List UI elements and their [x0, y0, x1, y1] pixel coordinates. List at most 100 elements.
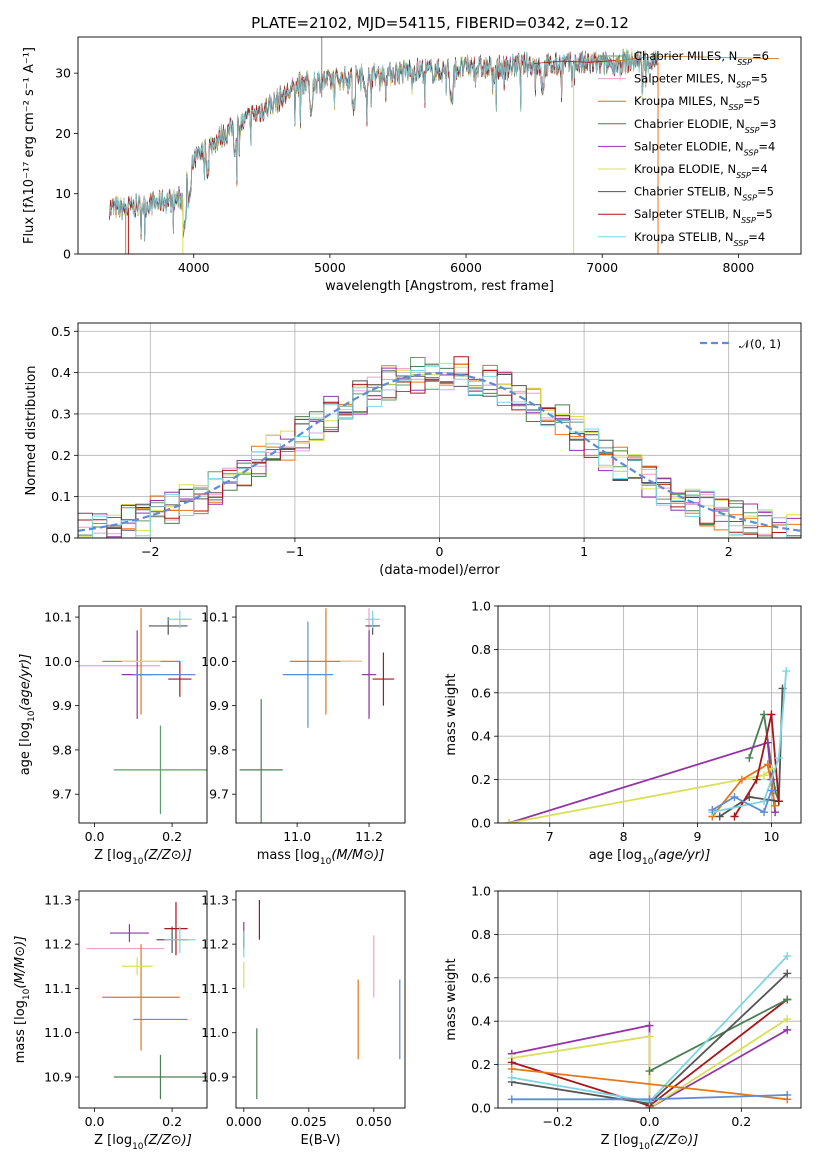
x-axis-label: wavelength [Angstrom, rest frame] [325, 279, 554, 294]
error-point [365, 610, 380, 629]
panel-4: 11.0 11.2 9.7 9.8 9.9 10.0 10.1 mass [log10(M/M… [201, 605, 406, 867]
y-tick-label: 9.9 [209, 698, 229, 713]
weight-marker [760, 797, 769, 806]
x-axis-label: Z [log10(Z/Z⊙)] [94, 1133, 192, 1152]
y-axis-label: mass weight [444, 958, 459, 1040]
y-tick-label: 0.0 [471, 816, 491, 831]
weight-line [511, 1068, 788, 1101]
x-tick-label: 1 [580, 544, 588, 559]
error-point [282, 621, 334, 728]
y-tick-label: 11.2 [201, 937, 229, 952]
x-axis-label: (data-model)/error [379, 563, 500, 578]
legend: Chabrier MILES, NSSP=6 Salpeter MILES, NS… [598, 49, 776, 247]
error-point [372, 652, 395, 706]
x-tick-label: 8000 [722, 260, 754, 275]
y-tick-label: 11.0 [44, 1025, 72, 1040]
weight-marker [507, 1073, 516, 1082]
x-axis-label: E(B-V) [300, 1133, 340, 1148]
x-tick-label: 0.000 [226, 1114, 262, 1129]
y-tick-label: 0.5 [51, 324, 71, 339]
plot-area [108, 37, 780, 254]
y-tick-label: 0 [63, 247, 71, 262]
weight-marker [783, 1090, 792, 1099]
y-tick-label: 10.0 [44, 654, 72, 669]
weight-line [712, 671, 788, 813]
panel-3: 0.0 0.2 9.7 9.8 9.9 10.0 10.1 Z [log10(Z/Z⊙)] ag… [18, 605, 208, 867]
y-tick-label: 9.7 [52, 787, 72, 802]
y-axis-label: mass [log10(M/M⊙)] [13, 936, 32, 1064]
y-tick-label: 9.8 [52, 742, 72, 757]
panel-7: 0.000 0.025 0.050 10.9 11.0 11.1 11.2 11.3 E(B-V… [201, 890, 406, 1148]
y-tick-label: 10 [55, 186, 71, 201]
normal-curve [78, 372, 801, 532]
x-tick-label: 4000 [178, 260, 210, 275]
y-tick-label: 30 [55, 66, 71, 81]
weight-marker [708, 805, 717, 814]
y-tick-label: 11.3 [44, 892, 72, 907]
panel-5: 7 8 9 10 0.0 0.2 0.4 0.6 0.8 1.0 mass weight age [l… [444, 599, 802, 867]
axes-frame [497, 605, 802, 824]
x-tick-label: 0.2 [162, 829, 182, 844]
x-tick-label: 9 [694, 829, 702, 844]
x-axis-label: Z [log10(Z/Z⊙)] [601, 1133, 699, 1152]
error-point [239, 699, 283, 823]
plot-area [243, 899, 401, 1100]
y-axis-label: age [log10(age/yr)] [18, 654, 37, 776]
y-tick-label: 11.1 [201, 981, 229, 996]
y-axis-label: Flux [fλ10⁻¹⁷ erg cm⁻² s⁻¹ A⁻¹] [22, 47, 37, 244]
axes-frame [77, 36, 802, 255]
weight-marker [645, 1067, 654, 1076]
error-point [148, 617, 188, 635]
x-tick-label: 0.0 [640, 1114, 660, 1129]
y-tick-label: 10.9 [201, 1070, 229, 1085]
error-point [110, 924, 149, 942]
weight-marker [752, 775, 761, 784]
x-tick-label: 5000 [314, 260, 346, 275]
y-tick-label: 0.0 [471, 1101, 491, 1116]
legend-label: Kroupa ELODIE, NSSP=4 [634, 162, 768, 180]
y-tick-label: 20 [55, 126, 71, 141]
error-point [168, 661, 192, 697]
x-tick-label: 6000 [450, 260, 482, 275]
y-tick-label: 11.0 [201, 1025, 229, 1040]
error-point [102, 944, 180, 1051]
x-tick-label: 10 [763, 829, 779, 844]
axes-frame [235, 605, 406, 824]
y-tick-label: 0.0 [51, 531, 71, 546]
weight-marker [783, 1025, 792, 1034]
weight-marker [507, 1064, 516, 1073]
plot-area [78, 356, 801, 538]
y-tick-label: 9.7 [209, 787, 229, 802]
error-point [164, 902, 188, 956]
legend-label: Chabrier STELIB, NSSP=5 [634, 185, 774, 203]
y-tick-label: 0.2 [471, 772, 491, 787]
x-tick-label: 0 [436, 544, 444, 559]
weight-marker [767, 710, 776, 719]
weight-marker [760, 710, 769, 719]
legend-label: Salpeter STELIB, NSSP=5 [634, 207, 773, 225]
y-tick-label: 0.4 [51, 365, 71, 380]
error-point [361, 630, 377, 719]
weight-marker [763, 760, 772, 769]
weight-marker [760, 808, 769, 817]
y-tick-label: 0.3 [51, 406, 71, 421]
error-point [164, 926, 196, 953]
weight-marker [783, 1015, 792, 1024]
weight-marker [645, 1021, 654, 1030]
x-tick-label: 0.025 [291, 1114, 327, 1129]
weight-marker [745, 753, 754, 762]
weight-marker [771, 801, 780, 810]
y-tick-label: 0.8 [471, 927, 491, 942]
axes-frame [78, 605, 208, 824]
x-tick-label: 0.2 [731, 1114, 751, 1129]
y-tick-label: 0.2 [51, 448, 71, 463]
y-tick-label: 10.9 [44, 1070, 72, 1085]
weight-marker [783, 995, 792, 1004]
y-tick-label: 10.1 [201, 610, 229, 625]
y-tick-label: 11.1 [44, 981, 72, 996]
x-axis-label: mass [log10(M/M⊙)] [257, 848, 385, 867]
weight-line [711, 762, 776, 818]
y-tick-label: 9.8 [209, 742, 229, 757]
